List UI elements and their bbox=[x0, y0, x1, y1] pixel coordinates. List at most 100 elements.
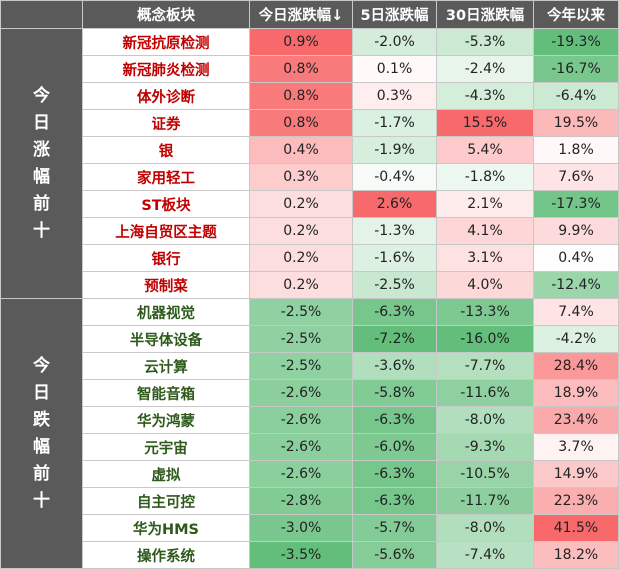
5day-change-cell: -5.7% bbox=[352, 514, 437, 542]
today-change-cell: -2.5% bbox=[249, 352, 353, 380]
group-label-top-gainers: 今日涨幅前十 bbox=[0, 28, 83, 299]
ytd-change-cell: -16.7% bbox=[533, 55, 619, 83]
sector-name-cell: 元宇宙 bbox=[82, 433, 250, 461]
header-today-change: 今日涨跌幅↓ bbox=[249, 0, 353, 29]
today-change-cell: -2.6% bbox=[249, 460, 353, 488]
ytd-change-cell: -17.3% bbox=[533, 190, 619, 218]
today-change-cell: -2.6% bbox=[249, 379, 353, 407]
30day-change-cell: -11.6% bbox=[436, 379, 534, 407]
table-row: ST板块 0.2% 2.6% 2.1% -17.3% bbox=[1, 190, 619, 218]
today-change-cell: 0.2% bbox=[249, 271, 353, 299]
today-change-cell: 0.2% bbox=[249, 244, 353, 272]
5day-change-cell: 0.3% bbox=[352, 82, 437, 110]
table-row: 预制菜 0.2% -2.5% 4.0% -12.4% bbox=[1, 271, 619, 299]
5day-change-cell: -5.6% bbox=[352, 541, 437, 569]
today-change-cell: 0.8% bbox=[249, 109, 353, 137]
ytd-change-cell: -19.3% bbox=[533, 28, 619, 56]
ytd-change-cell: 19.5% bbox=[533, 109, 619, 137]
5day-change-cell: -2.0% bbox=[352, 28, 437, 56]
sector-name-cell: 机器视觉 bbox=[82, 298, 250, 326]
table-row: 华为HMS -3.0% -5.7% -8.0% 41.5% bbox=[1, 514, 619, 542]
30day-change-cell: 5.4% bbox=[436, 136, 534, 164]
30day-change-cell: 3.1% bbox=[436, 244, 534, 272]
ytd-change-cell: 1.8% bbox=[533, 136, 619, 164]
sector-name-cell: 新冠肺炎检测 bbox=[82, 55, 250, 83]
table-row: 家用轻工 0.3% -0.4% -1.8% 7.6% bbox=[1, 163, 619, 191]
sector-name-cell: 银 bbox=[82, 136, 250, 164]
30day-change-cell: 4.0% bbox=[436, 271, 534, 299]
30day-change-cell: -8.0% bbox=[436, 514, 534, 542]
ytd-change-cell: 28.4% bbox=[533, 352, 619, 380]
5day-change-cell: -5.8% bbox=[352, 379, 437, 407]
5day-change-cell: -6.0% bbox=[352, 433, 437, 461]
today-change-cell: 0.4% bbox=[249, 136, 353, 164]
30day-change-cell: -16.0% bbox=[436, 325, 534, 353]
5day-change-cell: -6.3% bbox=[352, 487, 437, 515]
5day-change-cell: -1.3% bbox=[352, 217, 437, 245]
ytd-change-cell: 22.3% bbox=[533, 487, 619, 515]
ytd-change-cell: 18.9% bbox=[533, 379, 619, 407]
30day-change-cell: 2.1% bbox=[436, 190, 534, 218]
sector-name-cell: ST板块 bbox=[82, 190, 250, 218]
30day-change-cell: -10.5% bbox=[436, 460, 534, 488]
table-body: 今日涨幅前十新冠抗原检测 0.9% -2.0% -5.3% -19.3% 新冠肺炎检测 0.… bbox=[0, 28, 619, 569]
header-30day-change: 30日涨跌幅 bbox=[436, 0, 534, 29]
5day-change-cell: -3.6% bbox=[352, 352, 437, 380]
ytd-change-cell: -4.2% bbox=[533, 325, 619, 353]
sector-name-cell: 华为HMS bbox=[82, 514, 250, 542]
30day-change-cell: -1.8% bbox=[436, 163, 534, 191]
sector-name-cell: 云计算 bbox=[82, 352, 250, 380]
sector-name-cell: 银行 bbox=[82, 244, 250, 272]
ytd-change-cell: 41.5% bbox=[533, 514, 619, 542]
table-row: 华为鸿蒙 -2.6% -6.3% -8.0% 23.4% bbox=[1, 406, 619, 434]
sector-name-cell: 新冠抗原检测 bbox=[82, 28, 250, 56]
5day-change-cell: -1.9% bbox=[352, 136, 437, 164]
group-label-top-losers: 今日跌幅前十 bbox=[0, 298, 83, 569]
today-change-cell: 0.2% bbox=[249, 190, 353, 218]
ytd-change-cell: 23.4% bbox=[533, 406, 619, 434]
today-change-cell: 0.8% bbox=[249, 55, 353, 83]
today-change-cell: -2.8% bbox=[249, 487, 353, 515]
5day-change-cell: 2.6% bbox=[352, 190, 437, 218]
30day-change-cell: 4.1% bbox=[436, 217, 534, 245]
today-change-cell: 0.2% bbox=[249, 217, 353, 245]
header-ytd-change: 今年以来 bbox=[533, 0, 619, 29]
table-row: 虚拟 -2.6% -6.3% -10.5% 14.9% bbox=[1, 460, 619, 488]
table-row: 体外诊断 0.8% 0.3% -4.3% -6.4% bbox=[1, 82, 619, 110]
5day-change-cell: -6.3% bbox=[352, 406, 437, 434]
30day-change-cell: -2.4% bbox=[436, 55, 534, 83]
sector-name-cell: 证券 bbox=[82, 109, 250, 137]
5day-change-cell: -1.6% bbox=[352, 244, 437, 272]
30day-change-cell: -11.7% bbox=[436, 487, 534, 515]
ytd-change-cell: 14.9% bbox=[533, 460, 619, 488]
today-change-cell: -2.6% bbox=[249, 433, 353, 461]
30day-change-cell: -7.4% bbox=[436, 541, 534, 569]
30day-change-cell: -8.0% bbox=[436, 406, 534, 434]
ytd-change-cell: 18.2% bbox=[533, 541, 619, 569]
sector-name-cell: 智能音箱 bbox=[82, 379, 250, 407]
today-change-cell: -2.5% bbox=[249, 325, 353, 353]
sector-name-cell: 虚拟 bbox=[82, 460, 250, 488]
sector-name-cell: 操作系统 bbox=[82, 541, 250, 569]
sector-name-cell: 半导体设备 bbox=[82, 325, 250, 353]
table-row: 证券 0.8% -1.7% 15.5% 19.5% bbox=[1, 109, 619, 137]
sector-name-cell: 上海自贸区主题 bbox=[82, 217, 250, 245]
ytd-change-cell: 7.6% bbox=[533, 163, 619, 191]
table-row: 自主可控 -2.8% -6.3% -11.7% 22.3% bbox=[1, 487, 619, 515]
30day-change-cell: 15.5% bbox=[436, 109, 534, 137]
ytd-change-cell: -12.4% bbox=[533, 271, 619, 299]
today-change-cell: -3.5% bbox=[249, 541, 353, 569]
table-row: 半导体设备 -2.5% -7.2% -16.0% -4.2% bbox=[1, 325, 619, 353]
5day-change-cell: -6.3% bbox=[352, 298, 437, 326]
30day-change-cell: -9.3% bbox=[436, 433, 534, 461]
today-change-cell: 0.3% bbox=[249, 163, 353, 191]
header-row: 概念板块 今日涨跌幅↓ 5日涨跌幅 30日涨跌幅 今年以来 bbox=[0, 0, 619, 29]
ytd-change-cell: 3.7% bbox=[533, 433, 619, 461]
table-row: 上海自贸区主题 0.2% -1.3% 4.1% 9.9% bbox=[1, 217, 619, 245]
table-row: 银 0.4% -1.9% 5.4% 1.8% bbox=[1, 136, 619, 164]
table-row: 云计算 -2.5% -3.6% -7.7% 28.4% bbox=[1, 352, 619, 380]
30day-change-cell: -7.7% bbox=[436, 352, 534, 380]
ytd-change-cell: -6.4% bbox=[533, 82, 619, 110]
table-row: 智能音箱 -2.6% -5.8% -11.6% 18.9% bbox=[1, 379, 619, 407]
ytd-change-cell: 9.9% bbox=[533, 217, 619, 245]
